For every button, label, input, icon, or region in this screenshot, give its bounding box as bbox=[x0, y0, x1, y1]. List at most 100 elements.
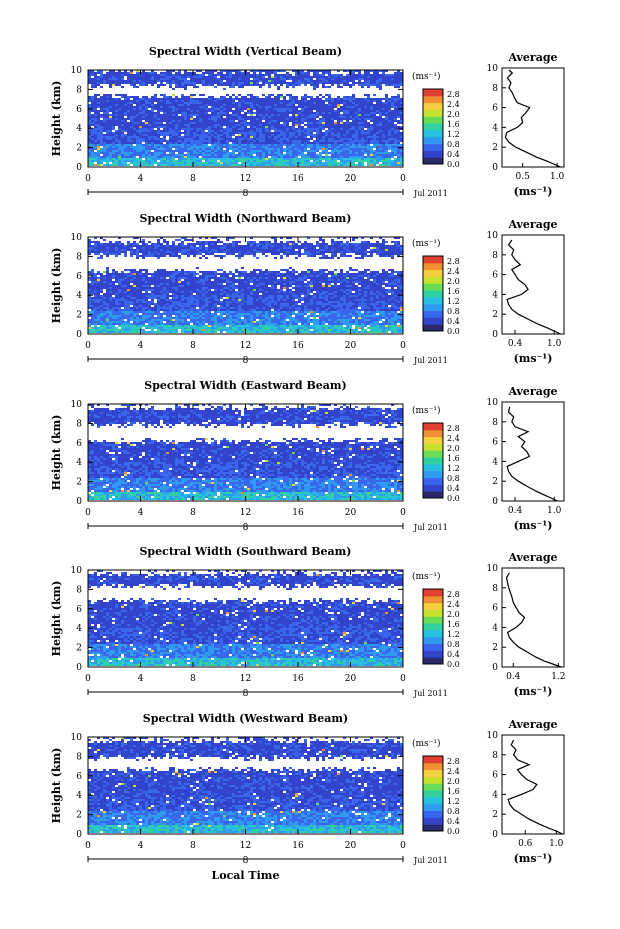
y-tick-label: 2 bbox=[76, 644, 82, 654]
panel-3: Spectral Width (Southward Beam) 0 2 4 6 8 10 He… bbox=[50, 545, 566, 699]
colorbar-tick-label: 2.0 bbox=[447, 110, 460, 119]
y-tick-label: 0 bbox=[76, 663, 82, 673]
colorbar-tick-label: 2.4 bbox=[447, 767, 460, 776]
colorbar-segment bbox=[423, 484, 443, 492]
colorbar-segment bbox=[423, 491, 443, 499]
average-profile-line bbox=[504, 69, 561, 168]
x-tick-label: 16 bbox=[292, 841, 304, 851]
colorbar-tick-label: 0.0 bbox=[447, 160, 460, 169]
avg-y-tick-label: 6 bbox=[492, 438, 498, 448]
x-tick-label: 8 bbox=[190, 841, 196, 851]
avg-y-tick-label: 4 bbox=[492, 623, 498, 633]
colorbar-segment bbox=[423, 629, 443, 638]
avg-x-tick-label: 0.4 bbox=[506, 672, 521, 682]
y-tick-label: 2 bbox=[76, 144, 82, 154]
colorbar-segment bbox=[423, 136, 443, 145]
colorbar-segment bbox=[423, 796, 443, 805]
day-marker: 8 bbox=[243, 189, 249, 199]
panel-title: Spectral Width (Southward Beam) bbox=[139, 545, 351, 558]
colorbar-frame bbox=[422, 88, 444, 165]
avg-y-tick-label: 10 bbox=[487, 731, 499, 741]
colorbar-unit: (ms⁻¹) bbox=[412, 71, 441, 82]
x-tick-label: 0 bbox=[85, 508, 91, 518]
colorbar-segment bbox=[423, 762, 443, 771]
average-title: Average bbox=[507, 218, 557, 231]
average-frame bbox=[501, 234, 565, 335]
colorbar-tick-label: 0.4 bbox=[447, 650, 460, 659]
y-tick-label: 2 bbox=[76, 311, 82, 321]
avg-x-tick-label: 1.0 bbox=[550, 172, 565, 182]
colorbar-segment bbox=[423, 109, 443, 117]
colorbar-segment bbox=[423, 589, 443, 597]
colorbar-tick-label: 1.2 bbox=[447, 297, 460, 306]
colorbar-segment bbox=[423, 129, 443, 138]
y-tick-label: 4 bbox=[76, 624, 82, 634]
colorbar-tick-label: 2.4 bbox=[447, 600, 460, 609]
x-tick-label: 0 bbox=[85, 841, 91, 851]
avg-y-tick-label: 6 bbox=[492, 771, 498, 781]
colorbar-tick-label: 1.2 bbox=[447, 630, 460, 639]
day-marker: 8 bbox=[243, 689, 249, 699]
colorbar-segment bbox=[423, 157, 443, 165]
colorbar-unit: (ms⁻¹) bbox=[412, 738, 441, 749]
colorbar-segment bbox=[423, 616, 443, 624]
colorbar-frame bbox=[422, 422, 444, 499]
colorbar-frame bbox=[422, 255, 444, 332]
y-tick-label: 0 bbox=[76, 830, 82, 840]
avg-y-tick-label: 4 bbox=[492, 123, 498, 133]
y-tick-label: 4 bbox=[76, 124, 82, 134]
colorbar-tick-label: 1.6 bbox=[447, 620, 460, 629]
colorbar-segment bbox=[423, 636, 443, 645]
average-title: Average bbox=[507, 718, 557, 731]
y-axis-label: Height (km) bbox=[50, 415, 63, 491]
colorbar-tick-label: 2.8 bbox=[447, 757, 460, 766]
colorbar-segment bbox=[423, 776, 443, 784]
colorbar-segment bbox=[423, 650, 443, 658]
panel-title: Spectral Width (Vertical Beam) bbox=[149, 45, 342, 58]
avg-y-tick-label: 0 bbox=[492, 163, 498, 173]
colorbar-tick-label: 0.4 bbox=[447, 817, 460, 826]
colorbar-segment bbox=[423, 450, 443, 458]
colorbar-segment bbox=[423, 423, 443, 431]
x-tick-label: 0 bbox=[85, 674, 91, 684]
colorbar-segment bbox=[423, 89, 443, 97]
colorbar-tick-label: 2.0 bbox=[447, 444, 460, 453]
colorbar-segment bbox=[423, 317, 443, 325]
y-tick-label: 10 bbox=[71, 566, 83, 576]
x-tick-label: 12 bbox=[240, 841, 251, 851]
average-unit: (ms⁻¹) bbox=[514, 852, 553, 865]
avg-y-tick-label: 2 bbox=[492, 477, 498, 487]
colorbar-tick-label: 2.8 bbox=[447, 424, 460, 433]
panel-2: Spectral Width (Eastward Beam) 0 2 4 6 8 10 Hei… bbox=[50, 379, 565, 533]
colorbar-segment bbox=[423, 657, 443, 665]
colorbar-tick-label: 0.4 bbox=[447, 317, 460, 326]
avg-y-tick-label: 4 bbox=[492, 457, 498, 467]
colorbar-tick-label: 2.8 bbox=[447, 590, 460, 599]
x-tick-label: 4 bbox=[138, 174, 144, 184]
colorbar-segment bbox=[423, 95, 443, 104]
colorbar-tick-label: 0.8 bbox=[447, 307, 460, 316]
x-tick-label: 4 bbox=[138, 341, 144, 351]
avg-y-tick-label: 0 bbox=[492, 663, 498, 673]
y-tick-label: 2 bbox=[76, 478, 82, 488]
y-axis-label: Height (km) bbox=[50, 748, 63, 824]
avg-y-tick-label: 6 bbox=[492, 604, 498, 614]
colorbar-tick-label: 0.0 bbox=[447, 494, 460, 503]
colorbar-segment bbox=[423, 595, 443, 604]
date-label: Jul 2011 bbox=[413, 189, 448, 198]
colorbar-tick-label: 1.2 bbox=[447, 464, 460, 473]
colorbar-tick-label: 1.2 bbox=[447, 797, 460, 806]
x-tick-label: 4 bbox=[138, 841, 144, 851]
colorbar-segment bbox=[423, 269, 443, 277]
x-tick-label: 0 bbox=[85, 174, 91, 184]
x-tick-label: 8 bbox=[190, 341, 196, 351]
colorbar-tick-label: 0.8 bbox=[447, 640, 460, 649]
colorbar-unit: (ms⁻¹) bbox=[412, 571, 441, 582]
avg-y-tick-label: 2 bbox=[492, 143, 498, 153]
colorbar-tick-label: 2.8 bbox=[447, 90, 460, 99]
average-frame bbox=[501, 67, 565, 168]
avg-x-tick-label: 1.2 bbox=[551, 672, 565, 682]
colorbar-segment bbox=[423, 290, 443, 298]
average-title: Average bbox=[507, 51, 557, 64]
